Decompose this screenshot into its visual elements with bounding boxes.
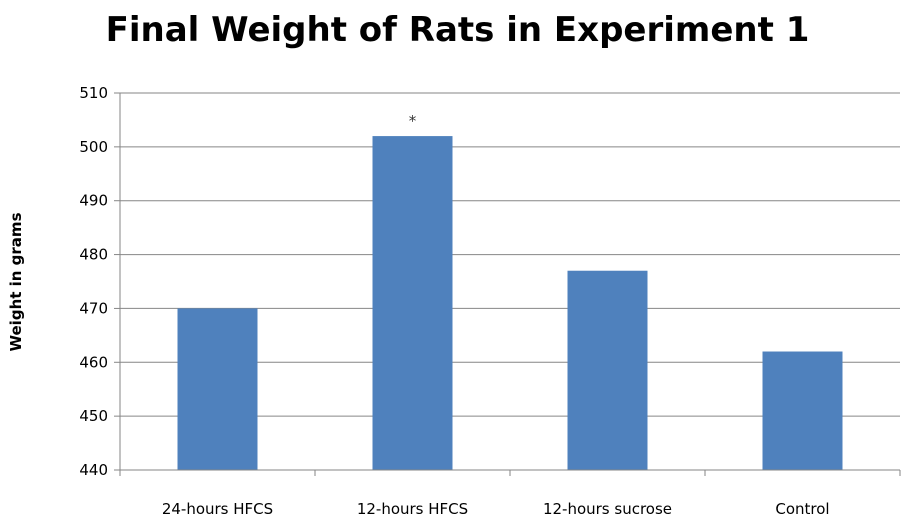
x-tick-label: 24-hours HFCS [162, 500, 273, 518]
y-tick-label: 490 [79, 192, 108, 210]
y-tick-label: 470 [79, 299, 108, 317]
bar [177, 308, 258, 470]
bar [372, 136, 453, 471]
bar [762, 351, 843, 470]
y-tick-label: 450 [79, 407, 108, 425]
significance-asterisk: * [409, 112, 417, 130]
axes [114, 92, 901, 476]
y-tick-label: 500 [79, 138, 108, 156]
annotations: * [409, 112, 417, 130]
x-tick-label: Control [775, 500, 829, 518]
y-tick-label: 440 [79, 461, 108, 479]
y-tick-label: 480 [79, 246, 108, 264]
y-tick-label: 510 [79, 84, 108, 102]
bars [177, 136, 843, 471]
x-tick-labels: 24-hours HFCS 12-hours HFCS 12-hours sucro… [162, 500, 830, 518]
x-tick-label: 12-hours sucrose [543, 500, 672, 518]
x-tick-label: 12-hours HFCS [357, 500, 468, 518]
y-tick-labels: 440 450 460 470 480 490 500 510 [79, 84, 108, 479]
chart-title: Final Weight of Rats in Experiment 1 [105, 10, 810, 50]
bar [567, 270, 648, 470]
y-tick-label: 460 [79, 353, 108, 371]
